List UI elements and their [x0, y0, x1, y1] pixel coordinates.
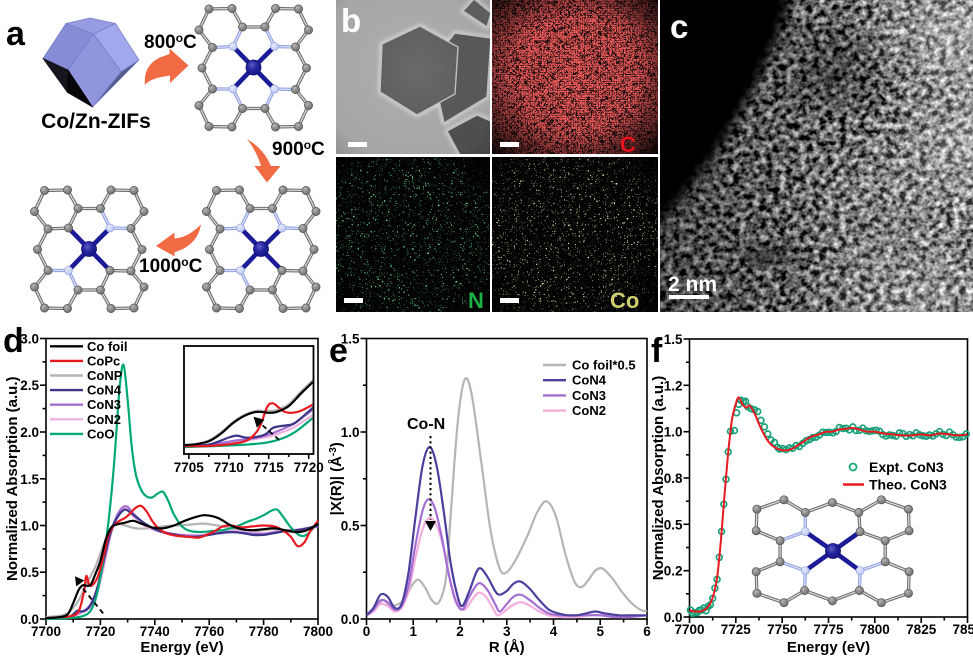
svg-text:3: 3 [503, 624, 511, 639]
svg-text:Co foil*0.5: Co foil*0.5 [572, 358, 636, 373]
svg-text:CoN3: CoN3 [572, 388, 606, 403]
svg-text:e: e [329, 332, 348, 370]
svg-text:Normalized Absorption (a.u.): Normalized Absorption (a.u.) [650, 376, 667, 580]
svg-text:CoN4: CoN4 [572, 373, 607, 388]
svg-text:Theo. CoN3: Theo. CoN3 [869, 477, 947, 493]
svg-text:0.0: 0.0 [20, 612, 39, 627]
svg-text:7780: 7780 [249, 624, 279, 639]
svg-text:7700: 7700 [31, 624, 61, 639]
svg-text:7775: 7775 [813, 622, 844, 637]
svg-text:7740: 7740 [140, 624, 170, 639]
svg-text:7725: 7725 [721, 622, 752, 637]
svg-text:1.5: 1.5 [341, 332, 360, 347]
svg-text:0.5: 0.5 [341, 519, 360, 534]
svg-text:CoN2: CoN2 [87, 412, 121, 427]
svg-text:900oC: 900oC [272, 138, 325, 160]
svg-text:7800: 7800 [303, 624, 333, 639]
svg-text:1.2: 1.2 [664, 378, 683, 393]
svg-text:f: f [651, 332, 663, 370]
svg-text:d: d [3, 322, 24, 360]
svg-text:7720: 7720 [85, 624, 115, 639]
svg-text:CoO: CoO [87, 426, 114, 441]
svg-text:5: 5 [596, 624, 604, 639]
svg-text:1.0: 1.0 [341, 425, 360, 440]
svg-text:b: b [341, 2, 361, 39]
svg-text:C: C [620, 132, 636, 154]
svg-text:0.5: 0.5 [664, 517, 683, 532]
svg-text:1.0: 1.0 [20, 519, 39, 534]
svg-text:7700: 7700 [674, 622, 704, 637]
svg-text:7750: 7750 [767, 622, 797, 637]
svg-text:0.0: 0.0 [341, 612, 360, 627]
svg-text:0: 0 [363, 624, 371, 639]
svg-text:1.5: 1.5 [664, 332, 683, 347]
svg-text:1.5: 1.5 [20, 472, 39, 487]
svg-text:Co-N: Co-N [407, 416, 445, 433]
svg-text:3.0: 3.0 [20, 332, 39, 347]
svg-text:0.5: 0.5 [20, 565, 39, 580]
svg-text:7800: 7800 [860, 622, 890, 637]
svg-text:0.2: 0.2 [664, 564, 683, 579]
svg-text:Co/Zn-ZIFs: Co/Zn-ZIFs [41, 110, 151, 133]
svg-text:7825: 7825 [906, 622, 937, 637]
svg-text:Co foil: Co foil [87, 339, 127, 354]
svg-text:7760: 7760 [194, 624, 224, 639]
svg-text:0.0: 0.0 [664, 610, 683, 625]
svg-text:6: 6 [643, 624, 651, 639]
svg-text:CoN2: CoN2 [572, 403, 606, 418]
svg-text:800oC: 800oC [144, 31, 197, 53]
svg-text:Energy (eV): Energy (eV) [140, 639, 223, 656]
svg-text:7705: 7705 [174, 460, 205, 475]
svg-text:N: N [468, 288, 484, 312]
svg-text:|X(R)| (Å-3): |X(R)| (Å-3) [328, 442, 345, 515]
svg-text:Energy (eV): Energy (eV) [787, 639, 870, 656]
svg-text:Normalized Absorption (a.u.): Normalized Absorption (a.u.) [4, 377, 21, 581]
svg-text:CoNP: CoNP [87, 368, 123, 383]
svg-text:4: 4 [550, 624, 558, 639]
svg-text:2.0: 2.0 [20, 425, 39, 440]
svg-text:1.0: 1.0 [664, 425, 683, 440]
svg-text:2 nm: 2 nm [668, 273, 717, 296]
svg-text:7710: 7710 [214, 460, 244, 475]
svg-text:R (Å): R (Å) [489, 639, 525, 656]
svg-text:CoN3: CoN3 [87, 397, 121, 412]
svg-text:7720: 7720 [294, 460, 324, 475]
svg-text:CoPc: CoPc [87, 353, 120, 368]
svg-text:c: c [670, 8, 688, 45]
svg-text:a: a [6, 15, 26, 53]
svg-text:2.5: 2.5 [20, 378, 39, 393]
svg-text:Co: Co [610, 288, 639, 312]
svg-text:0.8: 0.8 [664, 471, 683, 486]
svg-text:Expt. CoN3: Expt. CoN3 [869, 459, 944, 475]
svg-text:1000oC: 1000oC [139, 255, 203, 277]
svg-text:CoN4: CoN4 [87, 383, 122, 398]
svg-text:1: 1 [409, 624, 417, 639]
svg-text:2: 2 [456, 624, 464, 639]
svg-text:7715: 7715 [254, 460, 285, 475]
